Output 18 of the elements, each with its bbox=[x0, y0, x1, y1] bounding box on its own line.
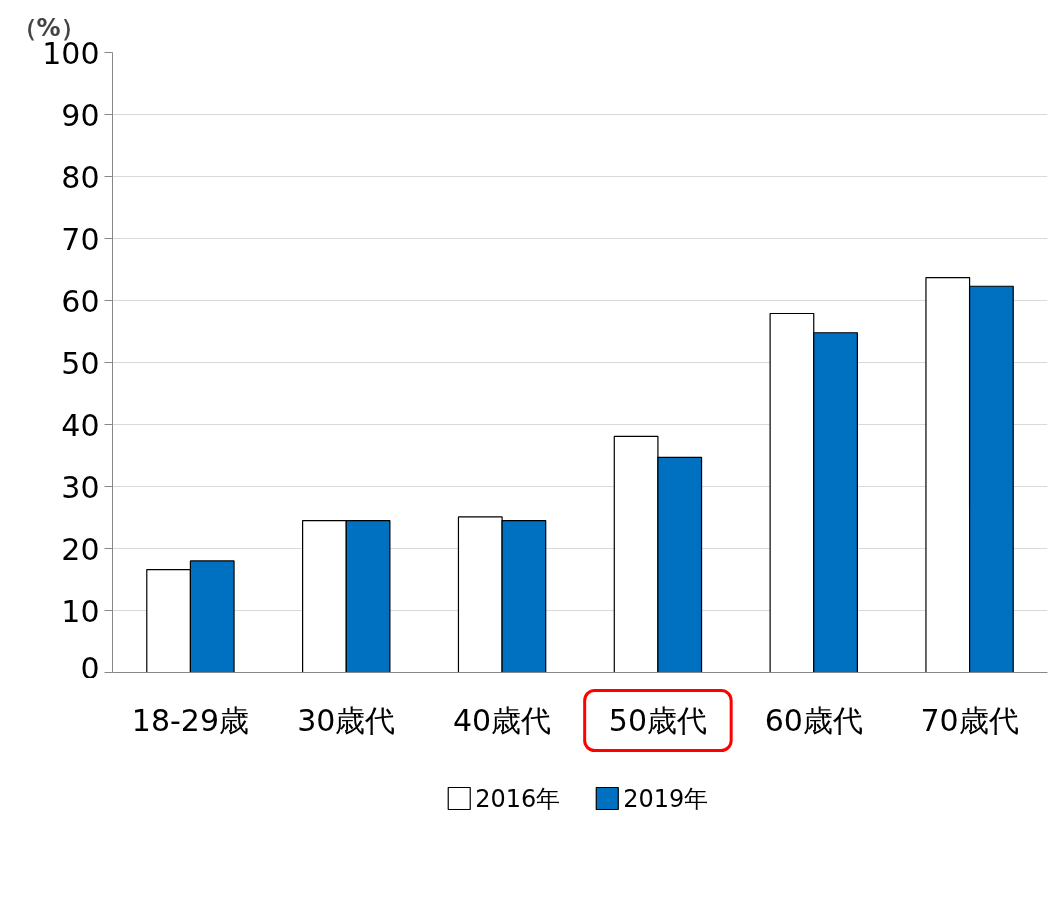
x-tick-label: 18-29歳 bbox=[131, 703, 250, 738]
y-tick-label: 70 bbox=[61, 221, 100, 257]
legend-label: 2016年 bbox=[475, 784, 561, 813]
y-tick-label: 40 bbox=[61, 407, 100, 443]
y-tick-label: 0 bbox=[80, 650, 100, 686]
y-tick-label: 50 bbox=[61, 345, 100, 381]
y-tick-label: 20 bbox=[61, 531, 100, 567]
y-tick-label: 90 bbox=[61, 97, 100, 133]
y-tick-label: 30 bbox=[61, 469, 100, 505]
y-tick-label: 60 bbox=[61, 283, 100, 319]
x-tick-label: 30歳代 bbox=[297, 703, 396, 738]
x-tick-label: 40歳代 bbox=[453, 703, 552, 738]
x-tick-label: 60歳代 bbox=[764, 703, 863, 738]
y-tick-label: 80 bbox=[61, 159, 100, 195]
y-tick-label: 10 bbox=[61, 593, 100, 629]
legend-label: 2019年 bbox=[623, 784, 709, 813]
x-tick-label: 50歳代 bbox=[608, 703, 708, 738]
x-tick-label: 70歳代 bbox=[920, 703, 1019, 738]
